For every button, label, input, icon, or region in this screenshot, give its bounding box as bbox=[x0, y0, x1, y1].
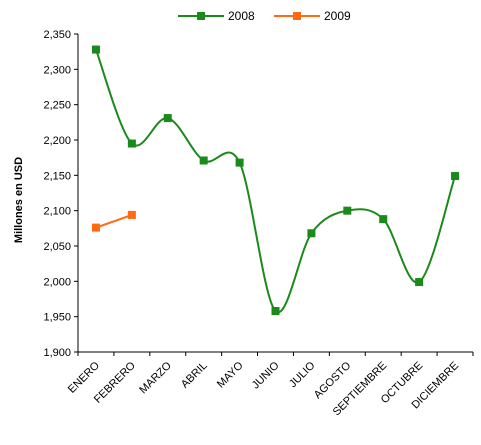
legend-swatch-marker bbox=[197, 12, 205, 20]
series-2008-marker bbox=[379, 215, 388, 224]
x-tick-label: MARZO bbox=[137, 359, 174, 396]
legend-label: 2009 bbox=[324, 9, 351, 23]
y-tick-label: 2,150 bbox=[43, 170, 71, 182]
y-tick-label: 2,050 bbox=[43, 241, 71, 253]
y-tick-label: 2,100 bbox=[43, 206, 71, 218]
series-2008-marker bbox=[415, 278, 424, 287]
x-tick-label: MAYO bbox=[215, 359, 246, 390]
legend-swatch-marker bbox=[293, 12, 301, 20]
series-2008-line bbox=[95, 49, 456, 314]
series-2008-marker bbox=[235, 158, 244, 167]
y-tick-label: 2,300 bbox=[43, 64, 71, 76]
series-2009-marker bbox=[127, 210, 136, 219]
y-tick-label: 2,000 bbox=[43, 276, 71, 288]
series-2008-marker bbox=[451, 172, 460, 181]
series-2008-marker bbox=[199, 156, 208, 165]
y-tick-label: 2,200 bbox=[43, 135, 71, 147]
y-tick-label: 2,350 bbox=[43, 29, 71, 41]
series-2008-marker bbox=[343, 206, 352, 215]
series-2009-marker bbox=[91, 223, 100, 232]
legend: 2008 2009 bbox=[178, 9, 351, 23]
x-tick-label: ABRIL bbox=[179, 360, 210, 391]
x-tick-label: ENERO bbox=[66, 359, 102, 395]
y-axis-label: Millones en USD bbox=[13, 157, 25, 243]
series-2008-marker bbox=[91, 45, 100, 54]
series-2008-marker bbox=[307, 229, 316, 238]
series-2008-marker bbox=[127, 139, 136, 148]
series-2008-marker bbox=[271, 307, 280, 316]
series-2008-marker bbox=[163, 114, 172, 123]
y-tick-label: 2,250 bbox=[43, 100, 71, 112]
x-tick-label: JULIO bbox=[287, 359, 318, 390]
series-2009-line bbox=[95, 213, 133, 229]
x-tick-label: JUNIO bbox=[250, 359, 282, 391]
legend-label: 2008 bbox=[228, 9, 255, 23]
series-layer bbox=[91, 45, 460, 316]
y-tick-label: 1,950 bbox=[43, 312, 71, 324]
y-tick-label: 1,900 bbox=[43, 347, 71, 359]
